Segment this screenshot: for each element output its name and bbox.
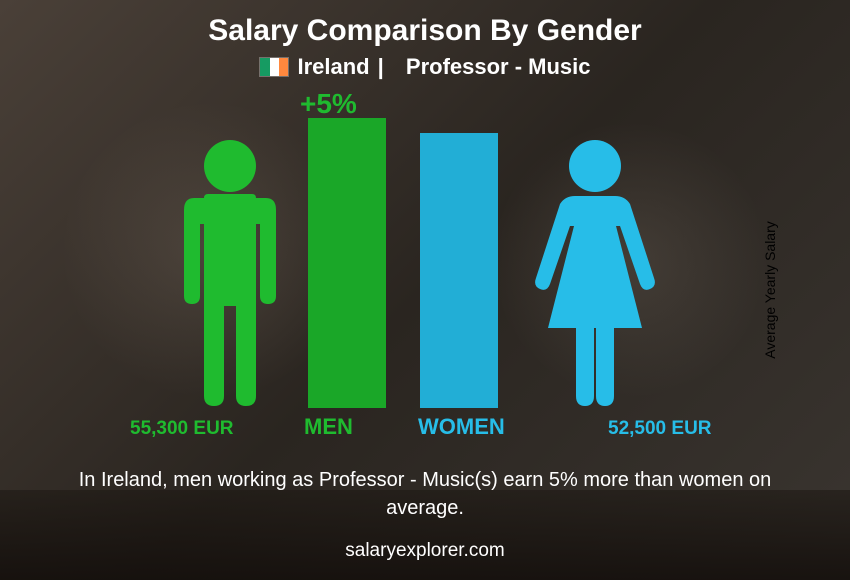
ireland-flag-icon [259,57,289,77]
country-label: Ireland [297,54,369,80]
men-value-label: 55,300 EUR [130,418,234,440]
salary-chart: +5% 55,300 EUR MEN WOMEN 52,500 EUR [0,88,850,448]
women-value-label: 52,500 EUR [608,418,712,440]
men-bar [308,118,386,408]
female-figure-icon [530,138,660,408]
subtitle: Ireland | Professor - Music [0,54,850,80]
caption-text: In Ireland, men working as Professor - M… [0,466,850,522]
infographic-content: Salary Comparison By Gender Ireland | Pr… [0,0,850,580]
male-figure-icon [170,138,290,408]
separator: | [378,54,384,80]
women-bar [420,133,498,408]
women-gender-label: WOMEN [418,414,505,440]
men-gender-label: MEN [304,414,353,440]
men-percent-label: +5% [300,88,357,120]
job-label: Professor - Music [406,54,591,80]
source-link[interactable]: salaryexplorer.com [0,540,850,562]
page-title: Salary Comparison By Gender [0,0,850,48]
y-axis-label: Average Yearly Salary [761,221,777,359]
